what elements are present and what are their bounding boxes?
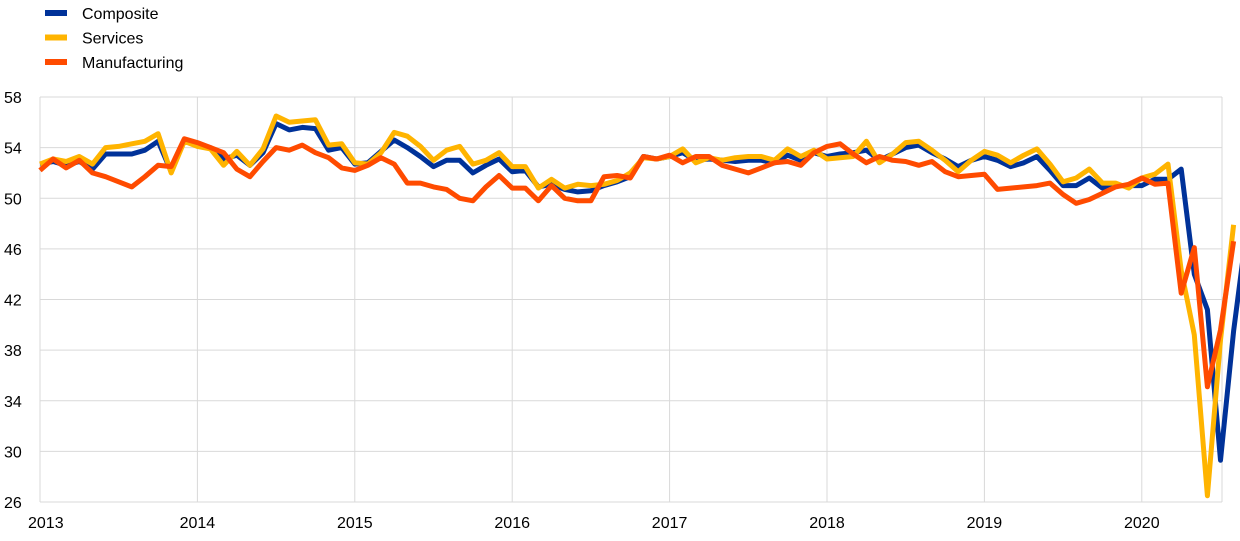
series-line-manufacturing xyxy=(38,136,1237,390)
x-tick-label: 2016 xyxy=(494,515,530,532)
y-tick-label: 30 xyxy=(4,444,22,461)
gridlines xyxy=(39,96,1223,503)
y-tick-label: 50 xyxy=(4,191,22,208)
x-tick-label: 2019 xyxy=(967,515,1003,532)
x-tick-label: 2015 xyxy=(337,515,373,532)
y-tick-label: 46 xyxy=(4,242,22,259)
x-tick-label: 2017 xyxy=(652,515,688,532)
x-tick-label: 2014 xyxy=(180,515,216,532)
series-lines xyxy=(38,113,1240,499)
series-line-services xyxy=(39,113,1237,499)
y-tick-label: 34 xyxy=(4,394,22,411)
x-tick-label: 2018 xyxy=(809,515,845,532)
legend-label-services: Services xyxy=(82,31,143,48)
legend-label-manufacturing: Manufacturing xyxy=(82,55,183,72)
y-tick-label: 42 xyxy=(4,293,22,310)
legend: Composite Services Manufacturing xyxy=(45,6,183,72)
x-tick-label: 2013 xyxy=(28,515,64,532)
x-tick-label: 2020 xyxy=(1124,515,1160,532)
y-tick-label: 54 xyxy=(4,141,22,158)
y-tick-label: 58 xyxy=(4,90,22,107)
y-tick-label: 38 xyxy=(4,343,22,360)
y-tick-label: 26 xyxy=(4,495,22,512)
x-axis-tick-labels: 2013 2014 2015 2016 2017 2018 2019 2020 xyxy=(28,515,1160,532)
legend-label-composite: Composite xyxy=(82,6,159,23)
y-axis-tick-labels: 58 54 50 46 42 38 34 30 26 xyxy=(4,90,22,512)
